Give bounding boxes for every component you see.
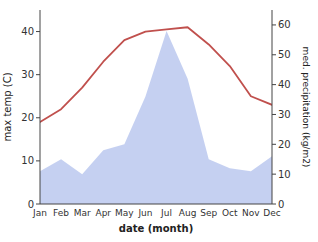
x-tick-label: Apr — [95, 208, 111, 218]
y2-axis-label: med. precipitation (kg/m2) — [301, 47, 311, 168]
y-tick-label: 20 — [21, 112, 34, 123]
x-axis-label: date (month) — [119, 223, 193, 234]
y-tick-label: 30 — [21, 69, 34, 80]
y-axis-label: max temp (C) — [2, 72, 13, 141]
chart: 0102030400102030405060JanFebMarAprMayJun… — [0, 0, 318, 242]
y2-tick — [272, 84, 276, 85]
plot-area — [40, 27, 272, 204]
x-tick-label: Mar — [74, 208, 91, 218]
y-axis-line — [40, 10, 41, 204]
y-tick-label: 10 — [21, 155, 34, 166]
x-tick-label: Oct — [222, 208, 238, 218]
temperature-line — [40, 27, 272, 122]
y2-tick-label: 30 — [278, 109, 291, 120]
x-tick-label: Dec — [263, 208, 280, 218]
y-tick — [36, 160, 40, 161]
x-tick-label: Jun — [137, 208, 152, 218]
x-tick-label: Nov — [242, 208, 260, 218]
y2-tick — [272, 144, 276, 145]
x-tick-label: Jan — [32, 208, 47, 218]
y-tick-label: 40 — [21, 26, 34, 37]
y-tick — [36, 204, 40, 205]
x-tick-label: Jul — [160, 208, 172, 218]
y2-tick — [272, 114, 276, 115]
y2-tick-label: 40 — [278, 79, 291, 90]
y2-tick-label: 50 — [278, 49, 291, 60]
precipitation-area — [40, 31, 272, 204]
y2-tick-label: 60 — [278, 19, 291, 30]
x-tick-label: Aug — [179, 208, 197, 218]
y-tick — [36, 31, 40, 32]
y2-tick-label: 20 — [278, 139, 291, 150]
x-tick-label: May — [115, 208, 134, 218]
y2-axis-line — [272, 10, 273, 204]
y2-tick — [272, 24, 276, 25]
y2-tick — [272, 54, 276, 55]
y2-tick — [272, 204, 276, 205]
x-axis-line — [40, 204, 272, 205]
y2-tick — [272, 174, 276, 175]
x-tick-label: Sep — [200, 208, 217, 218]
y-tick — [36, 117, 40, 118]
y-tick — [36, 74, 40, 75]
y2-tick-label: 10 — [278, 169, 291, 180]
x-tick-label: Feb — [53, 208, 69, 218]
